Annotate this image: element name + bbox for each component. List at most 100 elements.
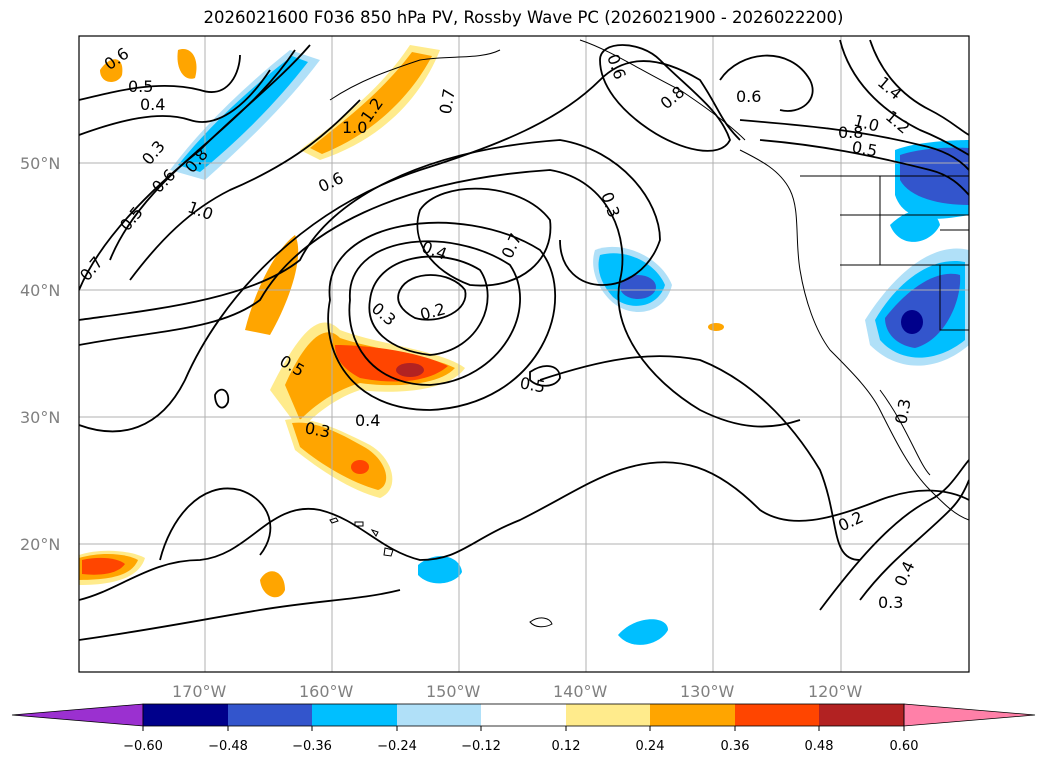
contour-label: 0.4 xyxy=(140,95,165,114)
negative-anomaly-south xyxy=(618,619,668,645)
contour-label: 0.3 xyxy=(878,593,903,612)
contour-big-2 xyxy=(79,169,801,428)
colorbar-bin xyxy=(228,704,312,726)
contour-label: 0.5 xyxy=(128,77,153,96)
colorbar-bin xyxy=(735,704,819,726)
contour-ne-3 xyxy=(739,119,969,171)
contour-east-3 xyxy=(859,479,969,601)
contour-label: 0.4 xyxy=(891,558,919,589)
contour-ne-5 xyxy=(839,39,969,156)
negative-anomaly-ne2 xyxy=(890,210,940,242)
small-island xyxy=(529,617,553,628)
coastline-alaska xyxy=(329,39,746,141)
positive-anomaly-nw xyxy=(100,59,123,82)
contour-nw-2 xyxy=(109,49,296,261)
contour-east-2 xyxy=(819,459,969,611)
colorbar-extend-high xyxy=(903,703,1036,727)
contour-south-1 xyxy=(79,461,969,601)
latitude-labels: 50°N 40°N 30°N 20°N xyxy=(20,154,60,554)
negative-anomaly-coast-max xyxy=(901,310,923,334)
contour-low-mid xyxy=(368,255,489,356)
hawaii-islands xyxy=(329,517,394,557)
negative-anomaly-hawaii xyxy=(418,556,462,584)
contour-ne-4 xyxy=(759,139,969,196)
contour-label: 0.6 xyxy=(315,168,346,196)
contour-mid-loop xyxy=(529,365,561,387)
contour-label: 0.2 xyxy=(418,299,448,324)
colorbar: −0.60 −0.48 −0.36 −0.24 −0.12 0.12 0.24 … xyxy=(11,703,1036,754)
contour-label: 0.7 xyxy=(436,87,459,115)
positive-anomaly-small xyxy=(708,323,724,331)
contour-nw-4 xyxy=(79,54,241,101)
contour-ne-1 xyxy=(599,44,731,152)
negative-anomaly-140w-max xyxy=(620,275,656,299)
colorbar-tick-label: 0.60 xyxy=(890,739,919,754)
contour-nw-5 xyxy=(79,69,271,136)
contour-label: 0.3 xyxy=(303,418,331,441)
colorbar-frame xyxy=(142,703,905,727)
contour-label: 0.8 xyxy=(838,123,863,142)
positive-anomaly-lower-max xyxy=(351,460,369,474)
coastlines xyxy=(329,39,969,628)
contour-big-1 xyxy=(79,139,661,321)
state-borders xyxy=(800,175,969,331)
contour-big-3 xyxy=(79,60,741,433)
colorbar-tick-label: −0.12 xyxy=(461,739,501,754)
colorbar-extend-low xyxy=(11,703,144,727)
colorbar-bin xyxy=(819,704,904,726)
positive-anomaly-hawaii xyxy=(260,571,285,598)
lon-label-150w: 150°W xyxy=(426,682,481,701)
contour-label: 0.5 xyxy=(850,137,878,160)
contour-label: 0.4 xyxy=(355,411,380,430)
colorbar-bin xyxy=(650,704,735,726)
lon-label-120w: 120°W xyxy=(808,682,863,701)
contour-low-outer xyxy=(348,240,521,386)
colorbar-bin xyxy=(143,704,228,726)
colorbar-tick-label: 0.12 xyxy=(552,739,581,754)
contour-label: 1.4 xyxy=(874,73,906,104)
contour-nw-3 xyxy=(129,99,361,281)
contour-low-inner xyxy=(397,274,467,321)
contour-labels: 0.6 0.5 0.4 0.3 0.6 0.8 0.5 1.0 0.7 1.2 … xyxy=(76,44,919,612)
positive-anomaly-sw-red xyxy=(82,557,125,575)
contour-label: 0.6 xyxy=(603,52,630,82)
lat-label-50n: 50°N xyxy=(20,154,60,173)
contour-label: 0.5 xyxy=(518,373,546,396)
gridlines xyxy=(79,36,969,672)
lon-label-170w: 170°W xyxy=(172,682,227,701)
colorbar-tick-label: 0.36 xyxy=(721,739,750,754)
contour-label: 0.6 xyxy=(736,87,761,106)
colorbar-tick-label: 0.48 xyxy=(805,739,834,754)
coastline-baja xyxy=(879,389,931,476)
contour-ne-2 xyxy=(719,54,814,112)
colorbar-tick-label: −0.24 xyxy=(377,739,417,754)
contour-east-1 xyxy=(539,355,861,561)
map-frame xyxy=(78,35,970,673)
longitude-labels: 170°W 160°W 150°W 140°W 130°W 120°W xyxy=(172,682,863,701)
contour-label: 1.2 xyxy=(882,107,914,138)
negative-anomaly-band-core xyxy=(178,56,308,172)
contour-label: 0.8 xyxy=(657,82,689,113)
colorbar-bin xyxy=(566,704,650,726)
positive-anomaly-central-max xyxy=(396,363,424,377)
lon-label-140w: 140°W xyxy=(553,682,608,701)
contour-low-outer2 xyxy=(327,221,556,411)
contour-label: 0.7 xyxy=(76,253,107,285)
contour-nw-1 xyxy=(79,44,311,291)
colorbar-tick-label: −0.48 xyxy=(208,739,248,754)
colorbar-bin xyxy=(312,704,397,726)
contour-label: 0.4 xyxy=(419,237,449,264)
colorbar-tick-label: −0.60 xyxy=(123,739,163,754)
colorbar-tick-label: 0.24 xyxy=(636,739,665,754)
colorbar-bin xyxy=(397,704,481,726)
contour-07-loop xyxy=(416,187,552,287)
lon-label-130w: 130°W xyxy=(680,682,735,701)
contour-ne-6 xyxy=(869,39,969,136)
lat-label-40n: 40°N xyxy=(20,281,60,300)
contour-small-loop xyxy=(214,388,230,409)
colorbar-tick-label: −0.36 xyxy=(292,739,332,754)
colorbar-bin xyxy=(481,704,566,726)
contour-label: 0.2 xyxy=(835,507,866,535)
lat-label-30n: 30°N xyxy=(20,408,60,427)
